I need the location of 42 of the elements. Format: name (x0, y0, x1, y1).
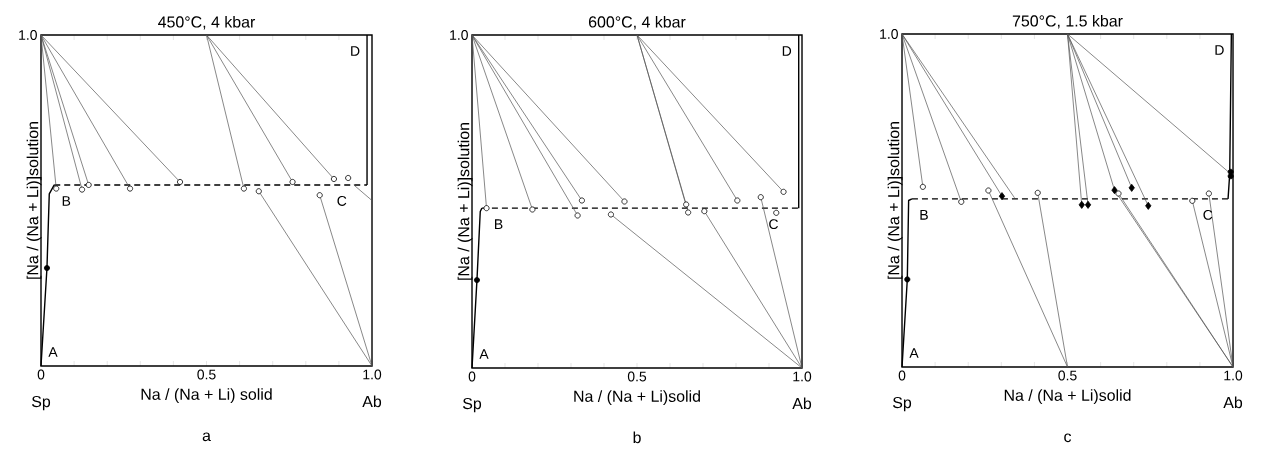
text: 1.0 (450, 30, 468, 40)
x-tick-label: 1.0 (1224, 370, 1243, 381)
annotation: D (1215, 45, 1224, 55)
annotation: C (1203, 209, 1213, 220)
x-tick-label: 1.0 (363, 369, 382, 380)
annotation: A (48, 347, 58, 357)
x-tick-label: 0 (468, 371, 476, 382)
x-axis-title: Na / (Na + Li) solid (141, 388, 272, 404)
text: Ab (362, 395, 382, 408)
text: 1.0 (880, 29, 898, 39)
text: Sp (892, 396, 912, 412)
text: Ab (792, 397, 812, 410)
annotation: D (782, 46, 792, 56)
annotation: C (337, 195, 347, 206)
text: Sp (31, 395, 51, 411)
y-axis-title: [Na / (Na + Li)]solution (887, 122, 903, 279)
text: b (633, 431, 641, 444)
annotation: A (909, 348, 919, 358)
chart-title: 450°C, 4 kbar (158, 15, 256, 30)
text: c (1064, 433, 1072, 443)
chart-title: 600°C, 4 kbar (589, 15, 686, 30)
y-axis-title: [Na / (Na + Li)]solution (26, 122, 42, 279)
annotation: C (769, 219, 779, 230)
x-tick-label: 0.5 (197, 369, 216, 380)
annotation: D (351, 46, 360, 56)
annotation: B (495, 219, 503, 229)
x-axis-title: Na / (Na + Li)solid (574, 390, 700, 406)
text: Sp (462, 397, 482, 413)
y-axis-title: [Na / (Na + Li)]solution (457, 123, 473, 280)
x-tick-label: 1.0 (793, 371, 812, 382)
annotation: B (920, 210, 928, 220)
x-tick-label: 0 (898, 370, 906, 381)
x-tick-label: 0.5 (1058, 370, 1077, 381)
text: 1.0 (19, 30, 37, 40)
text: Ab (1223, 396, 1243, 409)
x-tick-label: 0.5 (627, 371, 647, 382)
annotation: B (62, 196, 71, 206)
chart-title: 750°C, 1.5 kbar (1012, 14, 1123, 29)
x-axis-title: Na / (Na + Li)solid (1004, 389, 1131, 405)
x-tick-label: 0 (37, 369, 45, 380)
annotation: A (479, 349, 489, 359)
text: a (202, 432, 211, 442)
